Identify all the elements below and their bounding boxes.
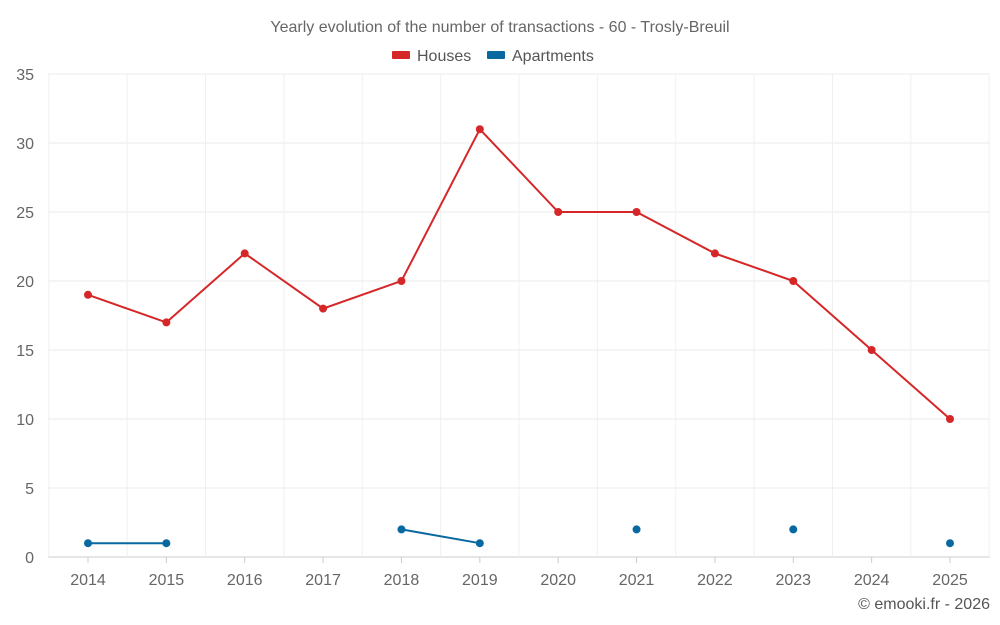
data-point [710,249,719,258]
data-point [789,277,798,285]
data-point [632,525,641,534]
series-line [401,528,480,545]
data-point [319,304,328,313]
data-point [946,415,954,423]
credit-text: © emooki.fr - 2026 [858,596,990,613]
legend-swatch-houses [392,51,410,59]
data-point [632,208,641,216]
x-tick-label: 2020 [540,572,576,589]
x-tick-label: 2022 [697,572,733,589]
x-tick-label: 2025 [932,572,968,589]
data-point [946,539,954,548]
y-tick-label: 0 [25,550,34,567]
x-tick-label: 2018 [384,572,420,589]
data-point [475,539,484,548]
data-point [84,290,92,299]
legend-label-houses: Houses [417,48,471,65]
x-tick-label: 2017 [305,572,341,589]
data-point [554,208,563,216]
data-point [397,277,406,285]
x-tick-label: 2024 [854,572,890,589]
series-group [84,125,954,548]
data-point [867,346,876,354]
data-point [240,249,249,258]
x-tick-label: 2023 [775,572,811,589]
y-tick-label: 30 [16,136,34,153]
data-point [475,125,484,134]
data-point [162,318,171,327]
y-tick-label: 20 [16,274,34,291]
series-apartments [84,525,954,548]
legend-label-apartments: Apartments [512,48,594,65]
data-point [84,539,92,548]
x-tick-label: 2016 [227,572,263,589]
grid [48,73,990,558]
chart-title: Yearly evolution of the number of transa… [270,19,729,36]
y-tick-label: 25 [16,205,34,222]
data-point [789,525,798,534]
y-tick-label: 10 [16,412,34,429]
legend-swatch-apartments [487,51,505,59]
series-houses [84,125,954,423]
y-tick-label: 5 [25,481,34,498]
series-line [87,127,951,420]
y-axis: 0 5 10 15 20 25 30 35 [16,67,34,567]
y-tick-label: 35 [16,67,34,84]
x-tick-label: 2019 [462,572,498,589]
x-tick-label: 2015 [149,572,185,589]
data-point [162,539,171,548]
data-point [397,525,406,534]
x-tick-label: 2021 [619,572,655,589]
x-axis: 2014 2015 2016 2017 2018 2019 2020 2021 2022 2023… [70,557,968,589]
legend: Houses Apartments [392,48,594,65]
x-tick-label: 2014 [70,572,106,589]
y-tick-label: 15 [16,343,34,360]
